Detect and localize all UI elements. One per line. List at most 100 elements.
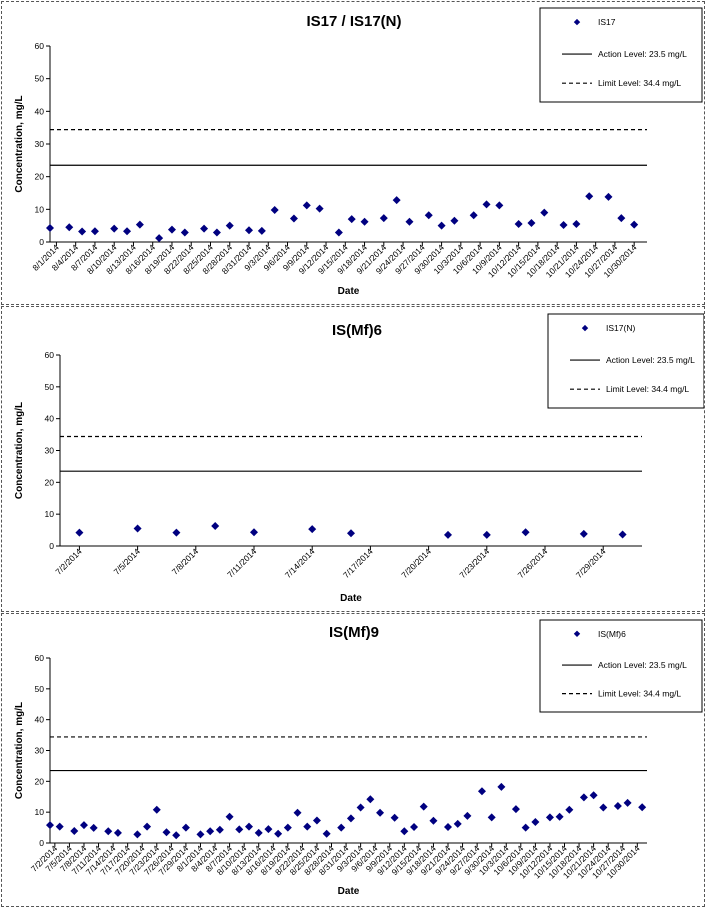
data-point [572,220,581,229]
y-axis-label: Concentration, mg/L [14,402,25,499]
y-tick-label: 0 [49,541,54,551]
y-tick-label: 50 [35,684,45,694]
data-point [521,528,530,537]
data-point [312,816,321,825]
data-point [133,524,142,533]
chart-panel-2: IS(Mf)6 0 10 20 30 40 50 60 Concentration, mg/L 7… [1,306,705,612]
data-point [334,228,343,237]
x-tick-label: 7/20/2014 [399,546,433,580]
data-point [270,205,279,214]
y-tick-label: 60 [35,41,45,51]
data-point [245,822,253,831]
y-tick-label: 60 [45,350,55,360]
data-point [162,828,171,837]
x-tick-label: 7/11/2014 [225,546,259,580]
data-point [469,211,478,220]
data-point [180,228,189,237]
data-point [65,223,74,232]
data-point [302,201,311,210]
y-tick-label: 30 [35,746,45,756]
y-tick-label: 10 [35,204,45,214]
data-point [79,821,88,830]
legend-marker [573,18,581,26]
data-point [617,214,626,223]
data-point [254,828,263,837]
chart-svg-2: IS(Mf)6 0 10 20 30 40 50 60 Concentration, mg/L 7… [14,313,705,604]
data-point [78,227,87,236]
data-point [347,529,355,538]
data-point [400,827,409,836]
data-point [90,227,99,236]
data-point [444,822,452,831]
data-point [589,791,598,800]
data-point [623,798,632,807]
data-point [437,221,446,230]
y-tick-label: 20 [35,172,45,182]
legend-label: Action Level: 23.5 mg/L [606,355,695,365]
data-point [308,525,317,534]
data-point [293,808,302,817]
legend-box [547,313,705,409]
x-tick-label: 7/29/2014 [574,546,608,580]
data-point [419,802,428,811]
data-point [322,829,331,838]
data-point [555,812,564,821]
data-point [135,220,144,229]
y-tick-label: 30 [45,446,55,456]
data-point [110,224,119,233]
y-tick-label: 30 [35,139,45,149]
data-point [211,521,220,530]
data-point [540,208,549,217]
x-axis-label: Date [338,886,360,897]
data-point [630,220,639,229]
data-point [514,220,523,229]
legend-label: Limit Level: 34.4 mg/L [606,384,689,394]
y-axis-label: Concentration, mg/L [14,95,25,192]
data-point [429,816,438,825]
x-axis-label: Date [338,286,360,297]
data-point [346,814,355,823]
x-axis-label: Date [340,593,362,604]
y-tick-label: 10 [45,509,55,519]
data-point [206,827,215,836]
data-point [477,787,486,796]
y-tick-label: 0 [39,237,44,247]
data-point [225,221,234,230]
data-point [235,825,244,834]
legend-label: Action Level: 23.5 mg/L [598,660,687,670]
data-point [450,216,459,225]
data-point [527,219,536,228]
data-point [559,221,568,230]
y-tick-label: 10 [35,807,45,817]
data-point [212,228,221,237]
data-point [482,530,491,539]
data-point [410,822,419,831]
legend-label: IS17 [598,17,616,27]
chart-panel-3: IS(Mf)9 0 10 20 30 40 50 60 Concentration, mg/L 7… [1,613,705,907]
x-tick-label: 7/2/2014 [53,546,84,577]
data-point [172,528,181,537]
y-tick-label: 60 [35,653,45,663]
data-point [366,795,375,804]
data-point [360,217,369,226]
y-tick-label: 20 [35,776,45,786]
data-point [521,823,530,832]
y-tick-label: 0 [39,838,44,848]
x-tick-label: 7/8/2014 [170,546,201,577]
data-point [638,803,647,812]
data-point [143,822,152,831]
x-tick-label: 7/17/2014 [341,546,375,580]
data-point [604,192,613,201]
data-point [55,822,64,831]
legend-label: Limit Level: 34.4 mg/L [598,689,681,699]
y-tick-label: 50 [35,74,45,84]
y-tick-label: 40 [45,414,55,424]
data-point [113,828,122,837]
data-point [482,200,491,209]
data-point [347,215,356,224]
data-point [152,805,161,814]
data-point [155,234,164,243]
data-point [70,826,79,835]
data-point [376,808,385,817]
